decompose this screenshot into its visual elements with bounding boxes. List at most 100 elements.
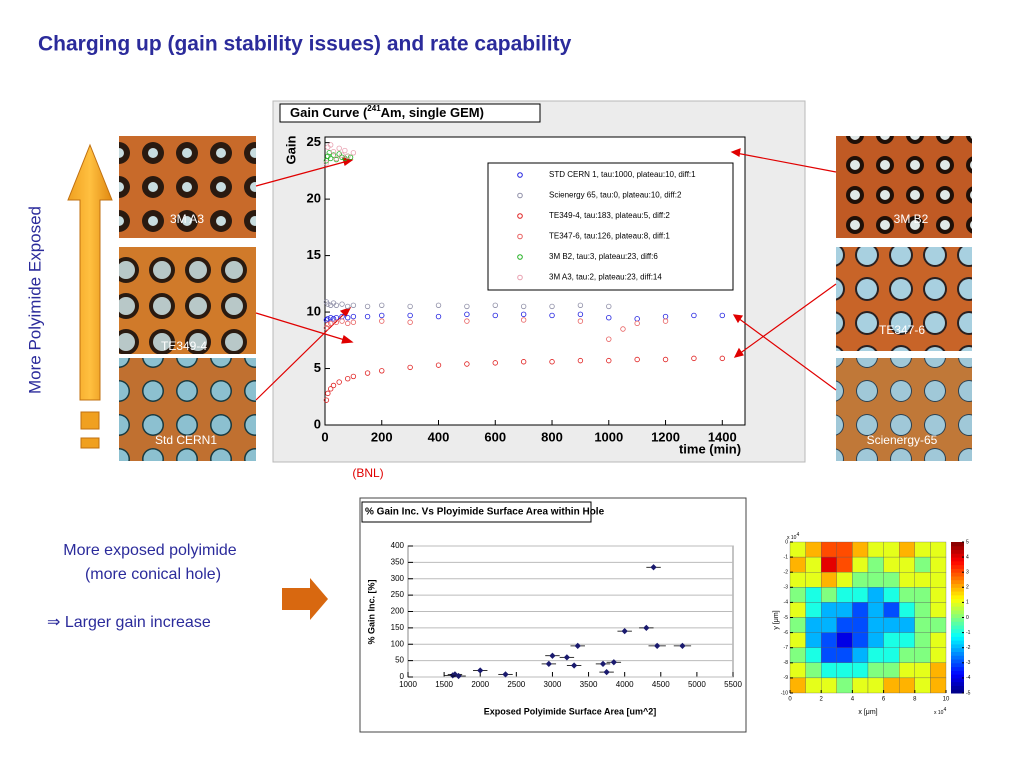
data-point	[407, 319, 413, 325]
photo-label: TE349-4	[161, 339, 207, 353]
data-point	[342, 147, 348, 154]
exponent: x 104	[934, 707, 946, 716]
heat-cell	[821, 662, 837, 679]
heat-cell	[899, 617, 915, 633]
data-point	[464, 303, 470, 310]
data-point	[336, 145, 342, 151]
data-point	[662, 356, 669, 363]
heat-cell	[899, 572, 915, 588]
colorbar-tick-label: -2	[966, 645, 971, 651]
legend-label: TE349-4, tau:183, plateau:5, diff:2	[549, 211, 670, 220]
heat-cell	[914, 632, 931, 648]
heat-cell	[867, 617, 884, 633]
x-tick-label: 1400	[708, 429, 737, 444]
legend-marker	[517, 274, 523, 281]
colorbar-cell	[951, 572, 964, 577]
colorbar-cell	[951, 677, 964, 683]
data-point	[345, 375, 351, 382]
legend-marker	[517, 213, 523, 219]
y-tick-label: -8	[784, 660, 789, 666]
colorbar-cell	[951, 689, 964, 694]
x-tick-label: 2	[820, 697, 824, 703]
data-point	[364, 370, 371, 376]
heat-cell	[883, 647, 900, 663]
data-point	[350, 319, 357, 325]
colorbar-tick-label: 5	[966, 539, 969, 545]
heat-cell	[883, 677, 900, 694]
colorbar-cell	[951, 625, 964, 630]
data-point	[679, 642, 686, 649]
colorbar-cell	[951, 659, 964, 664]
heat-cell	[821, 541, 837, 558]
colorbar-cell	[951, 674, 964, 679]
data-point	[621, 628, 628, 635]
heat-cell	[836, 647, 853, 663]
data-point	[435, 362, 442, 368]
y-tick-label: 0	[785, 539, 788, 545]
colorbar-cell	[951, 564, 964, 569]
heat-cell	[930, 572, 947, 588]
heat-cell	[821, 632, 837, 648]
legend-label: STD CERN 1, tau:1000, plateau:10, diff:1	[549, 170, 696, 179]
data-point	[603, 668, 610, 676]
heat-cell	[867, 572, 884, 588]
data-point	[643, 624, 650, 631]
legend-marker	[517, 172, 523, 178]
heat-cell	[836, 541, 853, 558]
colorbar-cell	[951, 579, 964, 585]
y-tick-label: -2	[784, 570, 789, 576]
heat-cell	[867, 647, 884, 663]
data-point	[379, 302, 385, 308]
heat-cell	[805, 602, 822, 618]
heat-cell	[914, 677, 931, 694]
data-point	[520, 317, 527, 323]
y-tick-label: 100	[391, 639, 405, 648]
x-tick-label: 1000	[594, 429, 623, 444]
gain-title: Gain Curve (241Am, single GEM)	[290, 104, 484, 120]
y-tick-label: 0	[400, 672, 405, 681]
x-tick-label: 5000	[688, 680, 706, 689]
data-point	[330, 148, 337, 155]
colorbar-cell	[951, 621, 964, 626]
colorbar-cell	[951, 602, 964, 607]
data-point	[464, 318, 470, 324]
data-point	[492, 312, 498, 319]
data-point	[549, 359, 555, 365]
pct-title-box	[361, 501, 592, 523]
data-point	[549, 303, 555, 310]
note: ⇒ Larger gain increase	[47, 614, 211, 631]
colorbar-tick-label: -1	[966, 630, 971, 636]
colorbar-tick-label: 0	[966, 615, 969, 621]
photo-label: Std CERN1	[155, 433, 217, 447]
data-point	[345, 303, 351, 310]
data-point	[339, 301, 345, 307]
data-point	[323, 325, 330, 331]
heat-cell	[789, 602, 806, 618]
data-point	[435, 313, 442, 320]
data-point	[435, 302, 442, 308]
heat-cell	[899, 647, 915, 663]
y-axis-label: y [μm]	[773, 610, 780, 629]
x-tick-label: 8	[913, 697, 917, 703]
exponent: x 104	[787, 532, 799, 541]
legend-label: 3M A3, tau:2, plateau:23, diff:14	[549, 273, 662, 282]
heat-cell	[836, 677, 853, 694]
data-point	[325, 316, 331, 322]
heat-cell	[914, 541, 931, 558]
colorbar-cell	[951, 594, 964, 600]
colorbar-cell	[951, 553, 964, 558]
x-tick-label: 1200	[651, 429, 680, 444]
colorbar-cell	[951, 598, 964, 603]
heat-cell	[789, 587, 806, 603]
y-tick-label: 300	[391, 574, 405, 583]
colorbar-cell	[951, 640, 964, 645]
heat-cell	[914, 572, 931, 588]
heat-cell	[836, 617, 853, 633]
data-point	[719, 355, 725, 362]
legend	[487, 162, 734, 291]
x-tick-label: 1500	[435, 680, 453, 689]
heat-cell	[836, 662, 853, 679]
pct-title: % Gain Inc. Vs Ployimide Surface Area wi…	[365, 507, 605, 518]
photo-label: Scienergy-65	[867, 433, 938, 447]
heat-cell	[789, 541, 806, 558]
